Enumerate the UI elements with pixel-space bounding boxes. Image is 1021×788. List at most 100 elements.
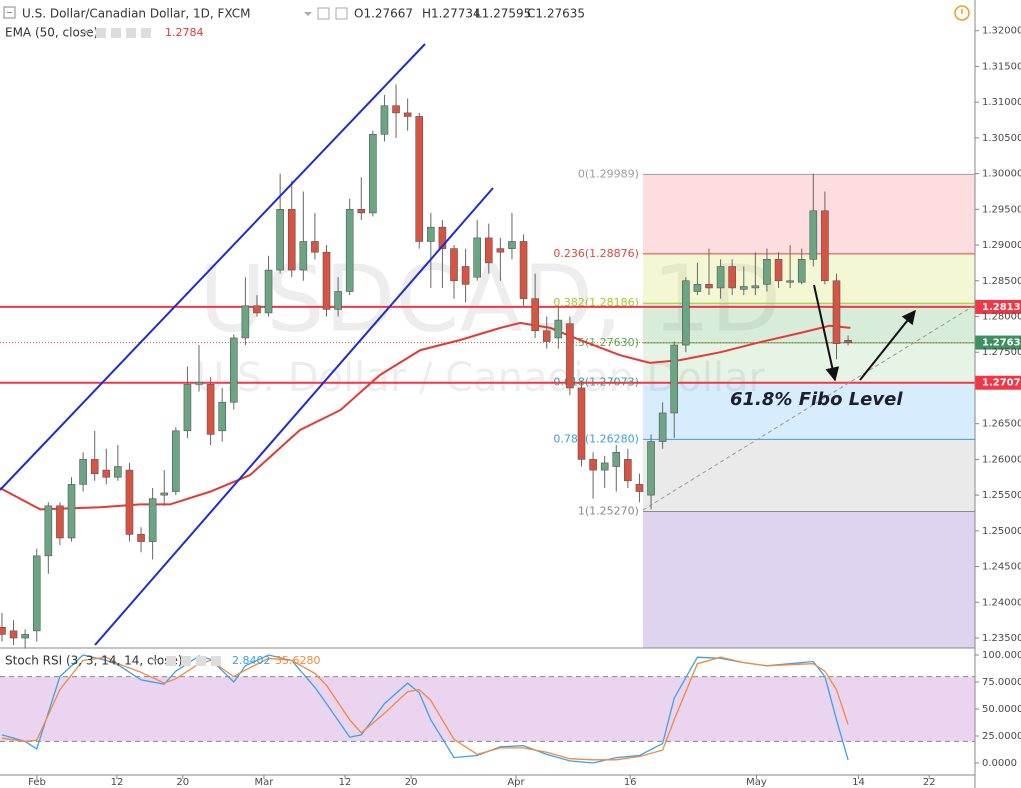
indicator-icon[interactable]: [96, 28, 106, 38]
y-tick-label: 1.25500: [982, 490, 1021, 501]
candle-body: [357, 209, 366, 214]
candle-body: [322, 251, 331, 310]
candle-body: [21, 634, 29, 639]
candle-body: [566, 323, 574, 389]
settings-icon[interactable]: [317, 7, 330, 20]
fib-zone: [642, 303, 975, 343]
dropdown[interactable]: [84, 31, 90, 34]
candle-body: [334, 291, 342, 310]
candle-body: [728, 266, 736, 289]
price-label: 1.27073: [982, 378, 1021, 389]
candle-body: [542, 330, 551, 342]
candle-body: [774, 259, 783, 282]
candle-body: [79, 459, 87, 485]
candle-body: [844, 339, 852, 343]
candle-body: [206, 384, 215, 435]
fib-label: 0.236(1.28876): [553, 247, 639, 260]
candle-body: [125, 469, 134, 535]
arrow: [859, 309, 916, 381]
candle-body: [67, 484, 76, 539]
y-tick-label: 75.0000: [982, 677, 1021, 688]
candle-body: [148, 498, 157, 542]
dropdown[interactable]: [152, 659, 158, 662]
x-tick-label: Apr: [507, 777, 525, 788]
y-tick-label: 1.27500: [982, 347, 1021, 358]
candle-body: [682, 280, 690, 346]
candle-body: [183, 384, 192, 432]
price-label-bg: [975, 335, 1021, 350]
candle-body: [519, 241, 528, 299]
indicator-icon[interactable]: [211, 656, 221, 666]
stoch-k-value: 2.8402: [232, 654, 271, 667]
indicator-icon[interactable]: [196, 656, 206, 666]
indicator-title[interactable]: EMA (50, close): [5, 26, 98, 40]
candle-body: [299, 241, 308, 271]
y-tick-label: 1.28500: [982, 276, 1021, 287]
fib-zone: [642, 382, 975, 440]
y-tick-label: 1.29500: [982, 204, 1021, 215]
x-tick-label: 14: [852, 777, 865, 788]
indicator-icon[interactable]: [166, 656, 176, 666]
y-tick-label: 1.31000: [982, 97, 1021, 108]
candle-body: [461, 266, 470, 285]
candle-body: [44, 505, 53, 557]
stoch-title[interactable]: Stoch RSI (3, 3, 14, 14, close): [5, 654, 183, 668]
fib-label: 0(1.29989): [578, 167, 639, 180]
indicator-icon[interactable]: [111, 28, 121, 38]
candle-body: [600, 462, 609, 471]
y-tick-label: 0.0000: [982, 758, 1017, 769]
indicator-icon[interactable]: [141, 28, 151, 38]
candle-body: [635, 484, 644, 492]
channel-line: [0, 43, 426, 491]
annotation: 61.8% Fibo Level: [730, 389, 903, 410]
trend-line: [642, 304, 976, 511]
candle-body: [647, 441, 655, 496]
x-tick-label: Mar: [254, 777, 274, 788]
fib-label: 0.786(1.26280): [553, 432, 639, 445]
candle-body: [56, 505, 64, 539]
candle-body: [589, 459, 597, 471]
indicator-icon[interactable]: [126, 28, 136, 38]
price-label: 1.27635: [982, 338, 1021, 349]
candle-body: [670, 344, 679, 414]
candle-body: [9, 630, 18, 639]
indicator-icon[interactable]: [181, 656, 191, 666]
price-label-bg: [975, 299, 1021, 314]
candle-body: [137, 534, 145, 542]
candle-body: [658, 412, 667, 442]
y-tick-label: 1.29000: [982, 240, 1021, 251]
y-tick-label: 1.26000: [982, 454, 1021, 465]
candle-body: [484, 237, 493, 264]
y-tick-label: 1.26500: [982, 419, 1021, 430]
symbol-title[interactable]: U.S. Dollar/Canadian Dollar, 1D, FXCM: [22, 7, 251, 21]
candle-body: [32, 555, 41, 632]
x-tick-label: 12: [111, 777, 124, 788]
y-tick-label: 1.24000: [982, 597, 1021, 608]
y-tick-label: 1.23500: [982, 633, 1021, 644]
candle-body: [160, 492, 169, 496]
x-tick-label: May: [746, 777, 767, 788]
candle-body: [739, 286, 748, 290]
candle-body: [311, 241, 319, 253]
candle-body: [253, 305, 261, 314]
alert-icon[interactable]: [954, 5, 970, 21]
ohlc-low: L1.27595: [475, 7, 531, 21]
y-tick-label: 1.25000: [982, 526, 1021, 537]
candle-body: [612, 451, 621, 467]
hide-icon[interactable]: [335, 7, 348, 20]
dropdown[interactable]: [304, 12, 312, 16]
x-tick-label: 16: [624, 777, 637, 788]
candle-body: [716, 266, 725, 289]
fib-zone: [642, 511, 975, 648]
candle-body: [427, 226, 435, 242]
candle-body: [241, 305, 250, 339]
fib-zone: [642, 253, 975, 304]
collapse-icon[interactable]: [3, 6, 16, 19]
y-tick-label: 1.30000: [982, 169, 1021, 180]
x-tick-label: Feb: [28, 777, 46, 788]
candle-body: [705, 284, 713, 289]
ohlc-close: C1.27635: [527, 7, 585, 21]
candle-body: [218, 401, 226, 432]
